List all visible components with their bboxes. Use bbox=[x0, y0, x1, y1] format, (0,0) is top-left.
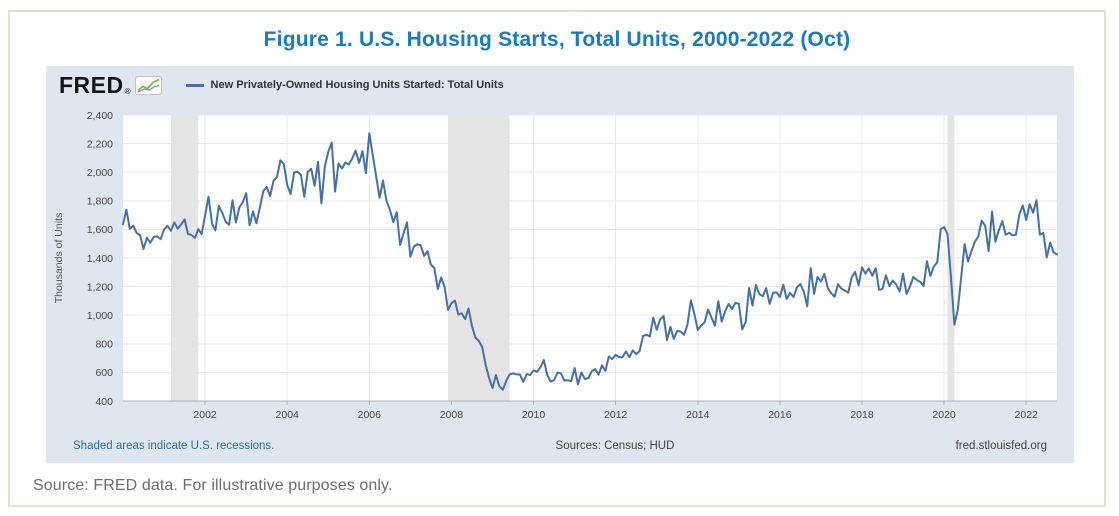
x-tick-label: 2002 bbox=[193, 409, 217, 421]
y-tick-label: 1,000 bbox=[87, 310, 113, 322]
series-legend-label: New Privately-Owned Housing Units Starte… bbox=[210, 79, 504, 91]
registered-mark: ® bbox=[124, 86, 131, 96]
chart-area: 2002 2004 2006 2008 2010 2012 2014 2016 2018 2020… bbox=[46, 104, 1074, 465]
y-tick-label: 1,600 bbox=[87, 224, 113, 236]
recession-band bbox=[947, 115, 955, 401]
x-tick-label: 2014 bbox=[686, 409, 710, 421]
y-tick-label: 1,800 bbox=[87, 196, 113, 208]
figure-source-caption: Source: FRED data. For illustrative purp… bbox=[33, 477, 393, 494]
y-tick-label: 600 bbox=[95, 367, 113, 379]
x-tick-label: 2008 bbox=[440, 409, 464, 421]
fred-url: fred.stlouisfed.org bbox=[955, 440, 1047, 452]
recession-band bbox=[448, 115, 510, 401]
fred-chart-panel: FRED ® New Privately-Owned Housing Units… bbox=[46, 66, 1074, 463]
figure-title: Figure 1. U.S. Housing Starts, Total Uni… bbox=[263, 28, 851, 51]
sources-note: Sources: Census; HUD bbox=[555, 440, 675, 452]
recession-band bbox=[170, 115, 199, 401]
y-tick-label: 1,200 bbox=[87, 281, 113, 293]
y-tick-label: 1,400 bbox=[87, 253, 113, 265]
y-tick-label: 2,400 bbox=[87, 110, 113, 122]
recession-note: Shaded areas indicate U.S. recessions. bbox=[73, 440, 275, 452]
y-tick-label: 800 bbox=[95, 339, 113, 351]
chart-header: FRED ® New Privately-Owned Housing Units… bbox=[46, 66, 1074, 104]
x-tick-label: 2010 bbox=[522, 409, 546, 421]
series-color-swatch bbox=[185, 83, 204, 87]
y-tick-label: 400 bbox=[95, 396, 113, 408]
x-tick-label: 2012 bbox=[604, 409, 628, 421]
chart-footer: Shaded areas indicate U.S. recessions. S… bbox=[73, 440, 1047, 452]
x-tick-label: 2006 bbox=[358, 409, 382, 421]
x-tick-label: 2022 bbox=[1015, 409, 1039, 421]
fred-logo-text: FRED bbox=[59, 71, 124, 98]
x-tick-label: 2018 bbox=[850, 409, 874, 421]
x-tick-label: 2016 bbox=[768, 409, 792, 421]
y-axis-title: Thousands of Units bbox=[53, 213, 65, 303]
y-tick-label: 2,000 bbox=[87, 167, 113, 179]
fred-logo: FRED ® bbox=[59, 71, 162, 98]
fred-sparkline-icon bbox=[134, 75, 162, 95]
chart-legend: New Privately-Owned Housing Units Starte… bbox=[185, 79, 504, 91]
figure-card: Figure 1. U.S. Housing Starts, Total Uni… bbox=[8, 10, 1106, 507]
x-tick-label: 2004 bbox=[276, 409, 300, 421]
y-tick-label: 2,200 bbox=[87, 138, 113, 150]
x-tick-label: 2020 bbox=[932, 409, 956, 421]
series-line bbox=[122, 132, 1058, 391]
housing-starts-line-chart: 2002 2004 2006 2008 2010 2012 2014 2016 2018 2020… bbox=[53, 110, 1058, 421]
